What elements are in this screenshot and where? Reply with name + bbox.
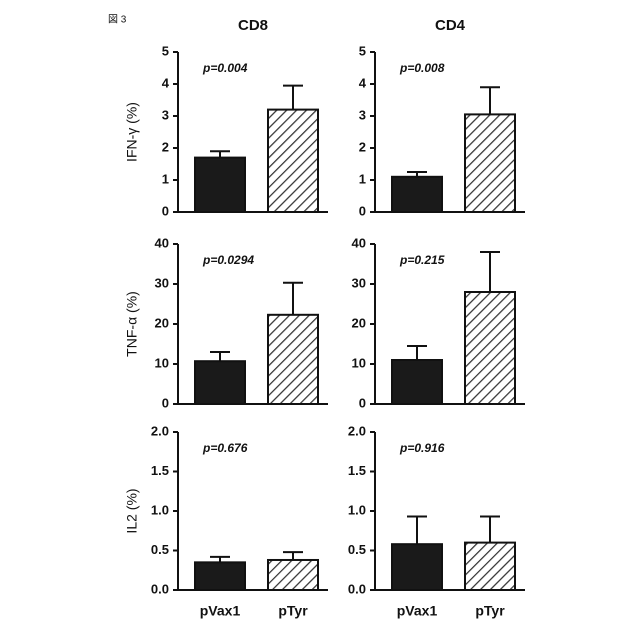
y-tick-label: 1.5 (348, 463, 366, 478)
p-value: p=0.916 (399, 441, 445, 455)
y-tick-label: 1 (359, 171, 366, 186)
y-tick-label: 0 (162, 203, 169, 218)
y-tick-label: 0.0 (151, 581, 169, 596)
bar (392, 177, 442, 212)
y-tick-label: 10 (352, 355, 366, 370)
y-tick-label: 4 (162, 75, 170, 90)
x-tick-label: pTyr (475, 603, 505, 619)
y-tick-label: 0.0 (348, 581, 366, 596)
y-tick-label: 0.5 (151, 542, 169, 557)
x-tick-label: pVax1 (397, 603, 438, 619)
y-tick-label: 40 (155, 235, 169, 250)
y-tick-label: 2.0 (348, 423, 366, 438)
y-tick-label: 0 (359, 395, 366, 410)
bar (392, 360, 442, 404)
x-tick-label: pVax1 (200, 603, 241, 619)
p-value: p=0.0294 (202, 253, 254, 267)
y-tick-label: 2 (162, 139, 169, 154)
y-tick-label: 4 (359, 75, 367, 90)
y-axis-label: IFN-γ (%) (124, 102, 140, 162)
y-tick-label: 0.5 (348, 542, 366, 557)
y-tick-label: 3 (162, 107, 169, 122)
y-axis-label: IL2 (%) (124, 488, 140, 533)
bar (195, 158, 245, 212)
y-tick-label: 1.0 (348, 502, 366, 517)
y-tick-label: 5 (359, 43, 366, 58)
y-tick-label: 1.5 (151, 463, 169, 478)
bar (195, 562, 245, 590)
y-tick-label: 1.0 (151, 502, 169, 517)
y-tick-label: 3 (359, 107, 366, 122)
bar (268, 560, 318, 590)
x-tick-label: pTyr (278, 603, 308, 619)
y-tick-label: 40 (352, 235, 366, 250)
y-tick-label: 0 (162, 395, 169, 410)
p-value: p=0.215 (399, 253, 445, 267)
y-tick-label: 20 (352, 315, 366, 330)
y-tick-label: 20 (155, 315, 169, 330)
y-axis-label: TNF-α (%) (124, 291, 140, 357)
bar (268, 315, 318, 404)
y-tick-label: 1 (162, 171, 169, 186)
bar (465, 114, 515, 212)
y-tick-label: 2.0 (151, 423, 169, 438)
p-value: p=0.676 (202, 441, 248, 455)
y-tick-label: 10 (155, 355, 169, 370)
y-tick-label: 2 (359, 139, 366, 154)
p-value: p=0.004 (202, 61, 248, 75)
bar (465, 292, 515, 404)
bar (268, 110, 318, 212)
bar (465, 543, 515, 590)
y-tick-label: 30 (352, 275, 366, 290)
p-value: p=0.008 (399, 61, 445, 75)
bar (195, 361, 245, 404)
figure-label: 図 3 (108, 14, 127, 26)
y-tick-label: 0 (359, 203, 366, 218)
chart-title: CD4 (435, 17, 466, 34)
y-tick-label: 30 (155, 275, 169, 290)
figure: 図 3 0 1 2 3 4 5 CD8 IFN-γ (%) p=0.004 0 1 2 3 4 5 CD4 p=… (0, 0, 640, 640)
bar (392, 544, 442, 590)
y-tick-label: 5 (162, 43, 169, 58)
chart-title: CD8 (238, 17, 268, 34)
